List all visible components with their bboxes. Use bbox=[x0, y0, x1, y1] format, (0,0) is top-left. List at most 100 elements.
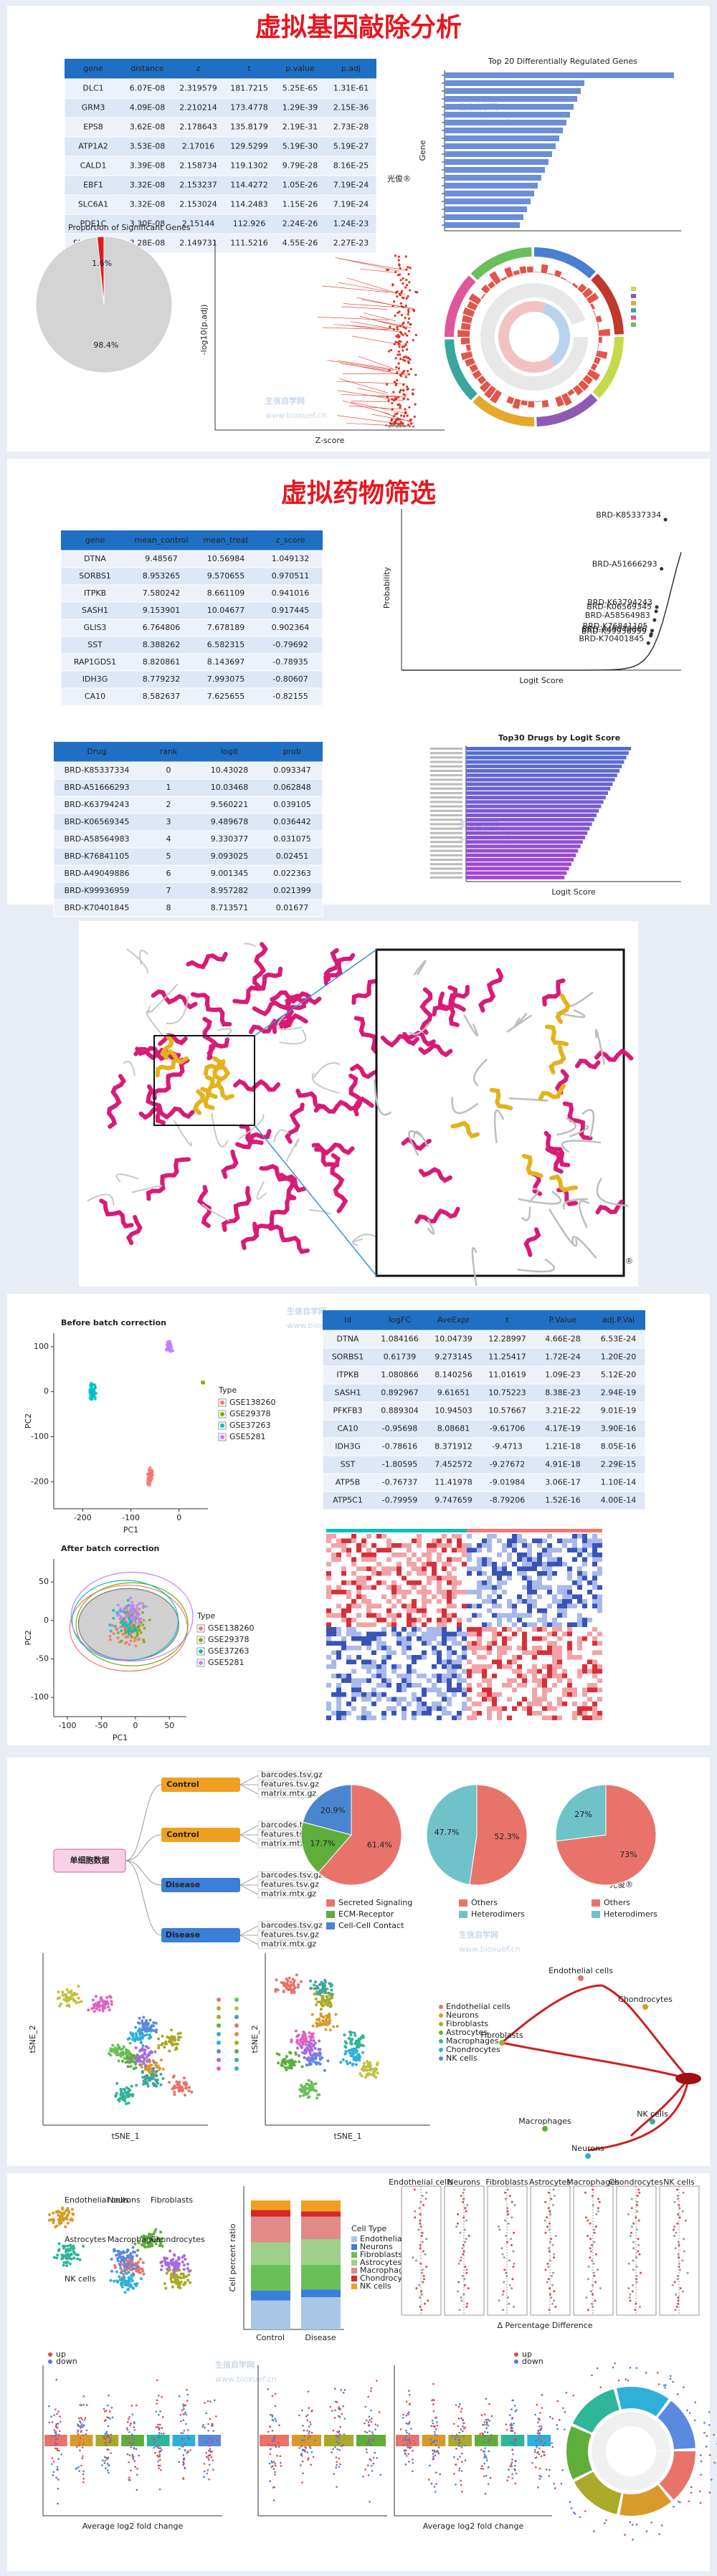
heat-cell bbox=[577, 1590, 582, 1595]
axis-label: PC1 bbox=[113, 1733, 128, 1742]
heat-cell bbox=[437, 1585, 442, 1590]
heat-cell bbox=[497, 1603, 502, 1608]
heat-cell bbox=[412, 1608, 417, 1613]
helix bbox=[196, 1185, 212, 1229]
heat-cell bbox=[422, 1594, 427, 1599]
point bbox=[115, 2053, 118, 2057]
heat-cell bbox=[507, 1543, 512, 1548]
heat-cell bbox=[341, 1538, 346, 1543]
heat-cell bbox=[402, 1664, 407, 1669]
point bbox=[143, 2028, 147, 2031]
heat-cell bbox=[492, 1706, 497, 1711]
heat-cell bbox=[532, 1618, 537, 1623]
heat-cell bbox=[376, 1538, 381, 1543]
heat-cell bbox=[482, 1603, 487, 1608]
heat-cell bbox=[487, 1641, 492, 1646]
heat-cell bbox=[326, 1594, 331, 1599]
heat-cell bbox=[497, 1715, 502, 1720]
legend-dot bbox=[234, 2006, 239, 2010]
point bbox=[304, 2043, 308, 2046]
heat-cell bbox=[336, 1646, 341, 1651]
heat-cell bbox=[381, 1664, 386, 1669]
chart-title: Top 20 Differentially Regulated Genes bbox=[488, 57, 637, 66]
heat-cell bbox=[447, 1543, 452, 1548]
heat-cell bbox=[597, 1697, 602, 1702]
heat-cell bbox=[497, 1664, 502, 1669]
point bbox=[313, 1987, 316, 1990]
point bbox=[402, 358, 404, 361]
heat-cell bbox=[472, 1659, 477, 1664]
heat-cell bbox=[361, 1575, 366, 1580]
heat-cell bbox=[447, 1669, 452, 1674]
heat-cell bbox=[452, 1603, 457, 1608]
heat-cell bbox=[507, 1678, 512, 1683]
heat-cell bbox=[532, 1552, 537, 1557]
point bbox=[142, 2082, 146, 2086]
heat-cell bbox=[502, 1646, 507, 1651]
heat-cell bbox=[507, 1534, 512, 1539]
heat-cell bbox=[341, 1669, 346, 1674]
table-cell: 1 bbox=[166, 783, 171, 792]
point bbox=[168, 2081, 171, 2084]
table-row bbox=[60, 584, 323, 603]
heat-cell bbox=[532, 1622, 537, 1627]
point bbox=[312, 2039, 315, 2043]
table-cell: 10.56984 bbox=[207, 554, 245, 563]
heat-cell bbox=[442, 1552, 447, 1557]
heat-cell bbox=[597, 1557, 602, 1562]
point bbox=[159, 2072, 163, 2076]
heat-cell bbox=[522, 1571, 527, 1576]
arc bbox=[598, 328, 611, 336]
heat-cell bbox=[381, 1659, 386, 1664]
heat-cell bbox=[467, 1580, 472, 1585]
heat-cell bbox=[472, 1622, 477, 1627]
heat-cell bbox=[542, 1627, 547, 1632]
heat-cell bbox=[537, 1687, 542, 1692]
bar bbox=[445, 104, 574, 110]
heat-cell bbox=[597, 1571, 602, 1576]
heat-cell bbox=[562, 1711, 567, 1716]
heat-cell bbox=[417, 1613, 422, 1618]
heat-cell bbox=[507, 1552, 512, 1557]
table-header bbox=[54, 742, 323, 762]
point bbox=[310, 2054, 313, 2058]
heat-cell bbox=[351, 1650, 356, 1655]
table-cell: 2.29E-15 bbox=[601, 1460, 636, 1469]
heat-cell bbox=[326, 1603, 331, 1608]
point bbox=[143, 2065, 147, 2069]
legend-dot bbox=[234, 2041, 239, 2045]
heat-cell bbox=[412, 1655, 417, 1660]
table-cell: ATP5C1 bbox=[333, 1496, 363, 1505]
heat-cell bbox=[341, 1534, 346, 1539]
heat-cell bbox=[386, 1557, 391, 1562]
point bbox=[146, 2046, 150, 2050]
heat-cell bbox=[351, 1618, 356, 1623]
heat-cell bbox=[462, 1613, 467, 1618]
heat-cell bbox=[487, 1692, 492, 1697]
file-label: features.tsv.gz bbox=[261, 1930, 319, 1940]
heat-cell bbox=[452, 1557, 457, 1562]
heat-cell bbox=[507, 1603, 512, 1608]
heat-cell bbox=[557, 1599, 562, 1604]
heat-cell bbox=[487, 1552, 492, 1557]
heat-cell bbox=[331, 1683, 336, 1688]
heat-cell bbox=[427, 1650, 432, 1655]
heat-cell bbox=[502, 1571, 507, 1576]
point bbox=[142, 2272, 146, 2276]
heat-cell bbox=[572, 1702, 577, 1707]
heat-cell bbox=[512, 1552, 517, 1557]
point bbox=[110, 2000, 113, 2003]
point bbox=[347, 2036, 351, 2040]
point bbox=[182, 2076, 186, 2080]
heat-cell bbox=[366, 1678, 371, 1683]
table-cell: CALD1 bbox=[80, 161, 107, 171]
heat-cell bbox=[537, 1557, 542, 1562]
heat-cell bbox=[351, 1538, 356, 1543]
ellipse bbox=[70, 1571, 194, 1662]
arc bbox=[487, 281, 496, 290]
table-cell: 9.570655 bbox=[207, 571, 245, 581]
heat-cell bbox=[356, 1575, 361, 1580]
table-cell: 12.28997 bbox=[488, 1335, 526, 1344]
heat-cell bbox=[351, 1613, 356, 1618]
heat-cell bbox=[572, 1674, 577, 1679]
